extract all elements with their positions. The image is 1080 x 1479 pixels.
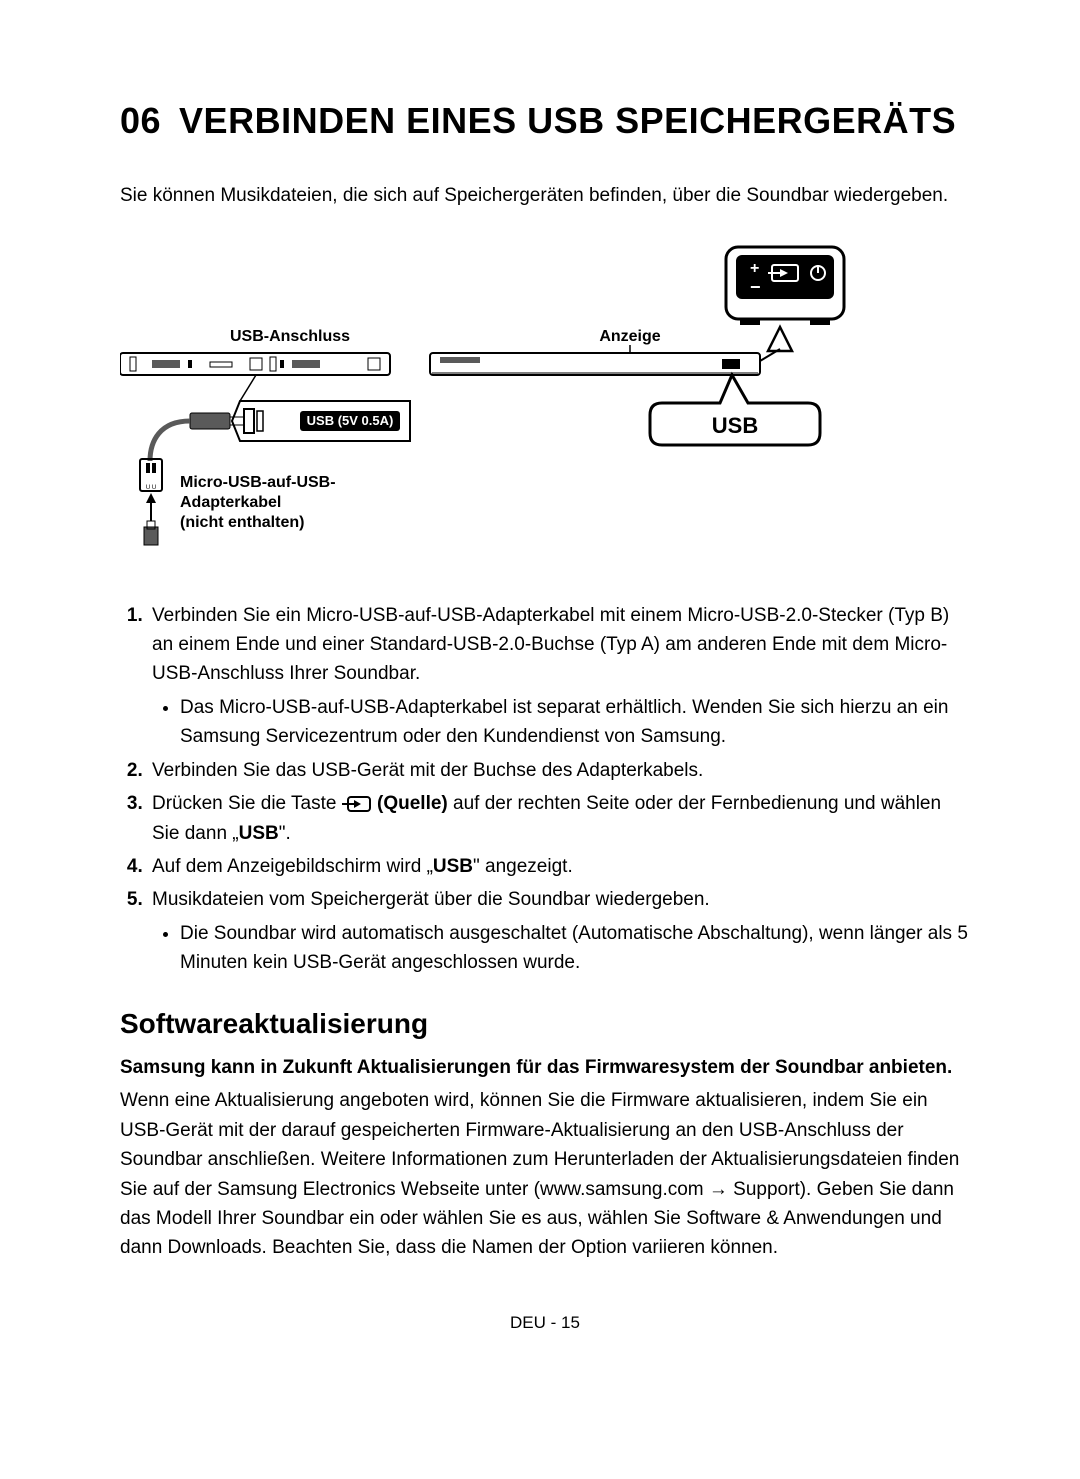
chapter-number: 06 — [120, 100, 161, 141]
source-icon — [342, 795, 372, 813]
svg-text:−: − — [750, 277, 761, 297]
svg-text:+: + — [750, 260, 759, 277]
label-usb-anschluss: USB-Anschluss — [230, 328, 350, 345]
steps-list: Verbinden Sie ein Micro-USB-auf-USB-Adap… — [120, 601, 970, 978]
step-2: Verbinden Sie das USB-Gerät mit der Buch… — [148, 756, 970, 785]
step-5-bullet: Die Soundbar wird automatisch ausgeschal… — [180, 919, 970, 978]
page-footer: DEU - 15 — [120, 1313, 970, 1333]
label-usb-socket: USB (5V 0.5A) — [307, 413, 394, 428]
step-4: Auf dem Anzeigebildschirm wird „USB" ang… — [148, 852, 970, 881]
section-lead: Samsung kann in Zukunft Aktualisierungen… — [120, 1054, 970, 1083]
step-1-bullet: Das Micro-USB-auf-USB-Adapterkabel ist s… — [180, 693, 970, 752]
label-adapter-2: Adapterkabel — [180, 494, 281, 511]
label-adapter-1: Micro-USB-auf-USB- — [180, 474, 336, 491]
step-3: Drücken Sie die Taste (Quelle) auf der r… — [148, 789, 970, 848]
connection-diagram: USB-Anschluss USB (5V 0.5A) — [120, 241, 970, 561]
chapter-title: VERBINDEN EINES USB SPEICHERGERÄTS — [179, 100, 956, 141]
svg-text:U U: U U — [146, 485, 156, 491]
section-heading: Softwareaktualisierung — [120, 1008, 970, 1040]
step-5: Musikdateien vom Speichergerät über die … — [148, 885, 970, 977]
section-body: Wenn eine Aktualisierung angeboten wird,… — [120, 1086, 970, 1263]
step-1: Verbinden Sie ein Micro-USB-auf-USB-Adap… — [148, 601, 970, 752]
label-adapter-3: (nicht enthalten) — [180, 514, 304, 531]
intro-paragraph: Sie können Musikdateien, die sich auf Sp… — [120, 182, 970, 211]
chapter-heading: 06 VERBINDEN EINES USB SPEICHERGERÄTS — [120, 100, 970, 142]
label-anzeige: Anzeige — [599, 328, 660, 345]
label-usb-big: USB — [712, 413, 758, 438]
